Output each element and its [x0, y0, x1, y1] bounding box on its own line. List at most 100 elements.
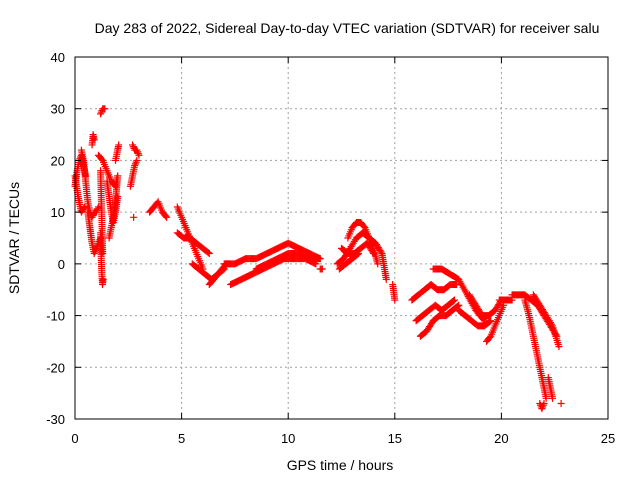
- series-arc-ak: [495, 296, 516, 304]
- data-point: [130, 213, 138, 221]
- data-point: [450, 297, 458, 305]
- data-point: [99, 275, 107, 283]
- data-point: [369, 250, 377, 258]
- x-tick-label: 0: [71, 431, 78, 446]
- series-arc-ab: [335, 250, 363, 273]
- series-arc-am: [521, 296, 550, 402]
- data-point: [549, 394, 557, 402]
- data-point: [101, 105, 109, 113]
- data-point: [129, 141, 137, 149]
- data-point: [134, 148, 142, 156]
- y-tick-label: 0: [58, 257, 65, 272]
- data-point: [487, 317, 495, 325]
- data-point: [542, 394, 550, 402]
- y-tick-label: 10: [51, 205, 65, 220]
- y-tick-label: -20: [46, 360, 65, 375]
- data-point: [486, 317, 494, 325]
- chart-title: Day 283 of 2022, Sidereal Day-to-day VTE…: [95, 20, 600, 36]
- data-point: [318, 265, 326, 273]
- data-point: [382, 275, 390, 283]
- data-point: [540, 399, 548, 407]
- data-point: [204, 249, 212, 257]
- series-arc-ad: [408, 281, 461, 304]
- series-arc-p: [146, 198, 171, 221]
- series-arc-b: [71, 172, 89, 216]
- data-point: [134, 150, 142, 158]
- data-point: [374, 260, 382, 268]
- data-points: [71, 105, 565, 413]
- series-arc-h: [97, 105, 109, 118]
- data-point: [115, 141, 123, 149]
- x-axis-label: GPS time / hours: [287, 457, 394, 473]
- series-arc-r: [173, 229, 213, 258]
- series-arc-aj: [482, 301, 508, 345]
- series-arc-x: [316, 265, 326, 273]
- y-tick-label: -10: [46, 309, 65, 324]
- x-tick-label: 20: [494, 431, 508, 446]
- x-tick-label: 5: [178, 431, 185, 446]
- data-point: [355, 250, 363, 258]
- series-arc-g: [97, 229, 107, 289]
- series-arc-ae: [412, 296, 458, 325]
- series-arc-an: [529, 291, 563, 351]
- data-point: [377, 248, 385, 256]
- y-tick-label: -30: [46, 412, 65, 427]
- series-arc-k: [105, 172, 122, 242]
- data-point: [539, 403, 547, 411]
- series-arc-e: [88, 131, 98, 149]
- series-arc-c: [77, 146, 102, 221]
- data-point: [91, 248, 99, 256]
- plot-frame: [74, 56, 609, 420]
- data-point: [555, 343, 563, 351]
- data-point: [135, 151, 143, 159]
- data-point: [133, 156, 141, 164]
- data-point: [114, 172, 122, 180]
- y-tick-labels: -30 -20 -10 0 10 20 30 40: [46, 50, 65, 427]
- x-tick-labels: 0 5 10 15 20 25: [71, 431, 615, 446]
- x-tick-label: 25: [601, 431, 615, 446]
- series-arc-ap: [544, 374, 557, 402]
- data-point: [97, 110, 105, 118]
- data-point: [369, 248, 377, 256]
- x-tick-label: 10: [281, 431, 295, 446]
- data-point: [94, 203, 102, 211]
- data-point: [94, 205, 102, 213]
- series-arc-ao: [536, 399, 548, 413]
- series-arc-o: [130, 213, 138, 221]
- data-point: [163, 213, 171, 221]
- data-point: [81, 203, 89, 211]
- series-arc-ac: [389, 281, 399, 304]
- axis-ticks: [74, 56, 609, 420]
- series-arc-n: [129, 141, 143, 159]
- series-arc-l: [112, 141, 123, 164]
- data-point: [205, 250, 213, 258]
- data-point: [133, 146, 141, 154]
- data-point: [132, 158, 140, 166]
- x-tick-label: 15: [388, 431, 402, 446]
- y-axis-label: SDTVAR / TECUs: [6, 182, 22, 294]
- series-arc-m: [126, 156, 141, 190]
- data-point: [539, 401, 547, 409]
- data-point: [453, 281, 461, 289]
- series-arc-aq: [557, 399, 565, 407]
- data-point: [354, 250, 362, 258]
- data-point: [454, 302, 462, 310]
- y-tick-label: 40: [51, 50, 65, 65]
- data-point: [131, 160, 139, 168]
- data-point: [90, 250, 98, 258]
- data-point: [162, 212, 170, 220]
- data-point: [450, 296, 458, 304]
- series-arc-z: [344, 218, 382, 268]
- data-point: [557, 399, 565, 407]
- y-tick-label: 20: [51, 153, 65, 168]
- data-point: [92, 246, 100, 254]
- data-point: [316, 255, 324, 263]
- series-arc-aa: [338, 239, 377, 258]
- y-tick-label: 30: [51, 102, 65, 117]
- series-arc-w: [252, 250, 324, 273]
- data-point: [131, 162, 139, 170]
- data-point: [90, 136, 98, 144]
- data-point: [538, 405, 546, 413]
